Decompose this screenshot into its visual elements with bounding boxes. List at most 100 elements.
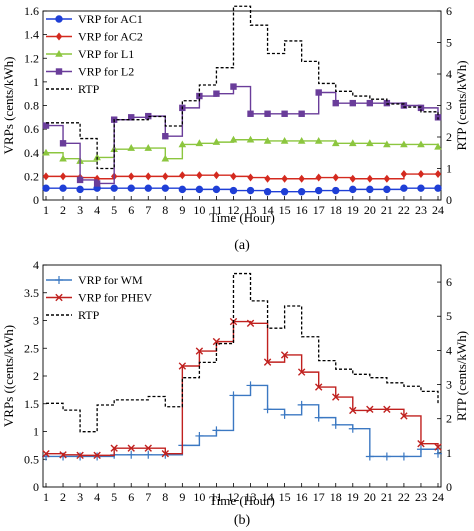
plot-area [42, 264, 442, 488]
y2-tick-label: 0 [446, 480, 452, 494]
data-point [42, 184, 50, 192]
data-point [76, 176, 84, 184]
x-tick-label: 4 [94, 490, 100, 504]
x-tick-label: 17 [313, 203, 325, 217]
y-axis-label: VRPs (cents/kWh) [1, 57, 16, 155]
x-tick-label: 5 [111, 490, 117, 504]
data-point [178, 185, 187, 194]
x-tick-label: 21 [381, 490, 393, 504]
x-tick-label: 16 [296, 490, 308, 504]
data-point [127, 184, 135, 192]
legend-marker [55, 50, 63, 57]
legend-label: VRP for AC1 [78, 12, 143, 26]
data-point [195, 139, 204, 147]
y2-tick-label: 2 [446, 130, 452, 144]
data-point [195, 185, 204, 194]
legend-label: VRP for AC2 [78, 30, 143, 44]
data-point [314, 413, 323, 422]
data-point [263, 188, 272, 196]
y2-tick-label: 4 [446, 343, 452, 357]
data-point [264, 174, 271, 183]
legend-marker [55, 293, 63, 302]
x-tick-label: 20 [364, 490, 376, 504]
x-tick-label: 23 [415, 490, 427, 504]
data-point [42, 172, 50, 181]
panel-caption: (b) [234, 513, 251, 528]
data-point [382, 452, 391, 461]
data-point [297, 188, 306, 196]
y2-axis-label: RTP (cents/kWh) [454, 60, 469, 150]
x-tick-label: 8 [162, 490, 168, 504]
data-point [144, 144, 153, 151]
x-axis-label: Time (Hour) [209, 210, 275, 225]
x-tick-label: 14 [262, 203, 274, 217]
x-tick-label: 11 [211, 490, 223, 504]
y-tick-label: 1.2 [24, 51, 39, 65]
x-tick-label: 7 [145, 490, 151, 504]
data-point [331, 420, 340, 429]
data-point [212, 185, 221, 194]
x-tick-label: 1 [43, 490, 49, 504]
data-point [383, 140, 391, 148]
y2-tick-label: 5 [446, 36, 452, 50]
y2-tick-label: 6 [446, 4, 452, 18]
y-tick-label: 1.6 [24, 4, 39, 18]
data-point [366, 139, 374, 147]
y2-axis-label: RTP (cents/kWh) [454, 331, 469, 421]
chart-panel-a: 1 2 3 4 5 6 7 8 9 10 11 12 13 14 15 16 17 18 19 20 21 22 23 240… [1, 4, 469, 253]
data-point [110, 444, 118, 452]
data-point [212, 337, 221, 346]
data-point [297, 368, 306, 376]
y-tick-label: 0.4 [24, 146, 39, 160]
series-line-rtp [46, 5, 439, 170]
data-point [161, 154, 170, 162]
data-point [162, 172, 169, 181]
data-point [246, 135, 255, 143]
data-point [59, 172, 67, 181]
y2-tick-label: 1 [446, 446, 452, 460]
data-point [281, 110, 288, 117]
x-tick-label: 20 [364, 203, 376, 217]
x-tick-label: 22 [398, 490, 410, 504]
data-point [246, 319, 255, 327]
data-point [145, 172, 152, 181]
data-point [76, 185, 84, 194]
data-point [416, 445, 425, 454]
legend-label: VRP for L1 [78, 47, 134, 61]
data-point [127, 144, 136, 151]
data-point [179, 171, 186, 180]
x-tick-label: 2 [60, 203, 66, 217]
data-point [297, 136, 306, 144]
data-point [383, 185, 391, 194]
legend-label: VRP for PHEV [78, 291, 153, 305]
data-point [144, 450, 153, 459]
y-tick-label: 2.5 [24, 341, 39, 355]
data-point [434, 184, 442, 192]
x-tick-label: 14 [262, 490, 274, 504]
data-point [298, 174, 305, 183]
data-point [365, 452, 374, 461]
data-point [246, 186, 255, 195]
x-tick-label: 17 [313, 490, 325, 504]
data-point [297, 400, 306, 409]
x-tick-label: 5 [111, 203, 117, 217]
data-point [332, 186, 340, 195]
data-point [178, 362, 187, 370]
y2-tick-label: 2 [446, 412, 452, 426]
data-point [161, 450, 169, 458]
x-tick-label: 19 [347, 203, 359, 217]
data-point [59, 184, 67, 192]
legend-marker [55, 15, 63, 23]
y-tick-label: 1 [33, 425, 39, 439]
x-tick-label: 3 [77, 490, 83, 504]
y-tick-label: 0.6 [24, 122, 39, 136]
x-tick-label: 10 [193, 490, 205, 504]
y-tick-label: 3.5 [24, 286, 39, 300]
y-tick-label: 0.5 [24, 452, 39, 466]
y2-tick-label: 0 [446, 193, 452, 207]
data-point [93, 452, 102, 461]
x-tick-label: 13 [245, 203, 257, 217]
data-point [434, 142, 442, 150]
data-point [314, 186, 323, 195]
data-point [42, 122, 50, 129]
